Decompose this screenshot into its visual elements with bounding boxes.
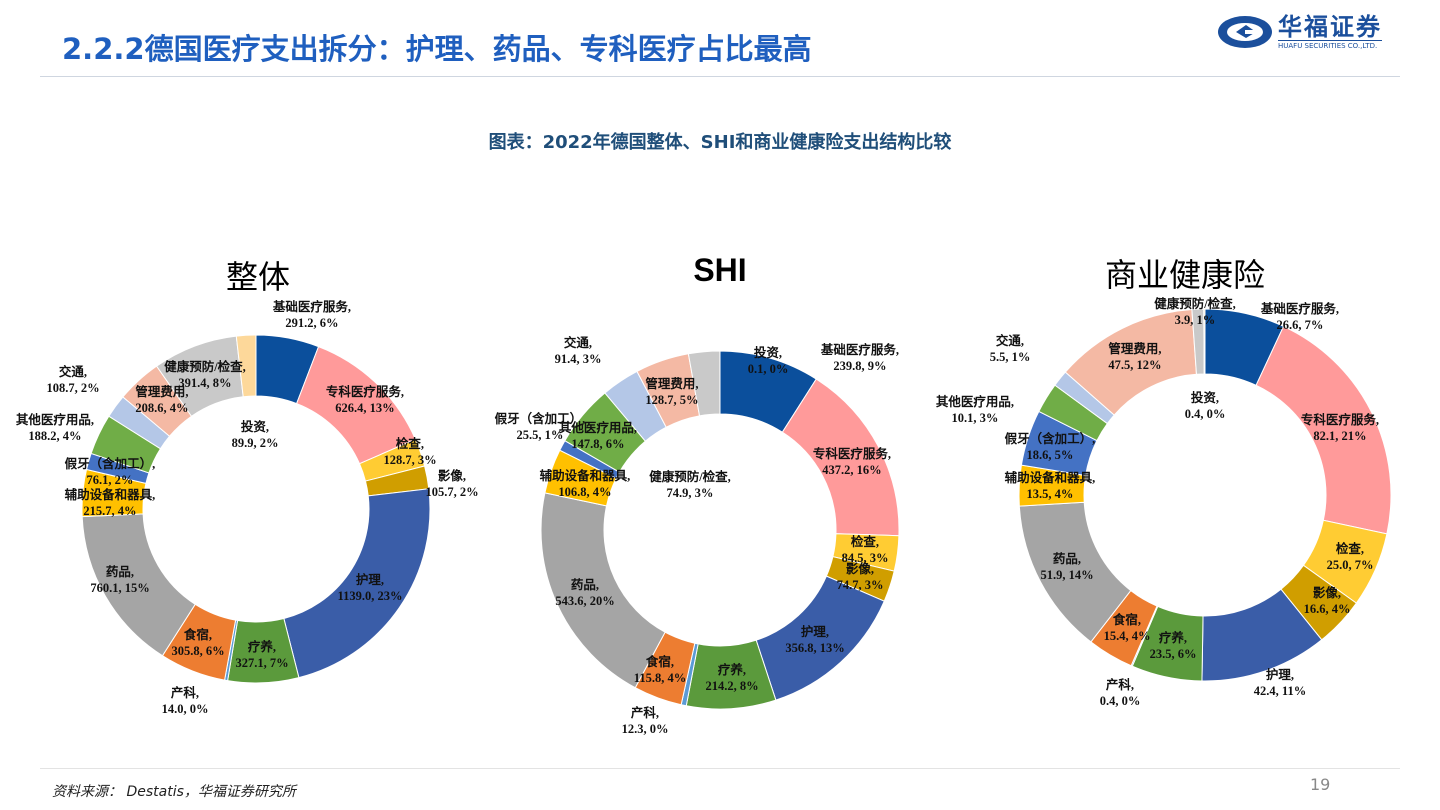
- slide-title: 2.2.2德国医疗支出拆分：护理、药品、专科医疗占比最高: [62, 32, 812, 66]
- donut-slice-2-1: [1255, 325, 1392, 535]
- data-label: 专科医疗服务, 82.1, 21%: [1300, 413, 1380, 443]
- data-label: 疗养, 23.5, 6%: [1149, 631, 1197, 661]
- data-label: 交通, 5.5, 1%: [989, 334, 1031, 364]
- data-label: 影像, 105.7, 2%: [425, 469, 479, 499]
- data-label: 专科医疗服务, 626.4, 13%: [325, 385, 405, 415]
- data-label: 基础医疗服务, 26.6, 7%: [1260, 302, 1340, 332]
- chart-title-overall: 整体: [225, 258, 291, 296]
- data-label: 投资, 0.1, 0%: [747, 346, 789, 376]
- data-label: 疗养, 214.2, 8%: [705, 663, 759, 693]
- data-label: 药品, 543.6, 20%: [555, 578, 615, 608]
- data-label: 管理费用, 128.7, 5%: [645, 377, 699, 407]
- data-label: 交通, 108.7, 2%: [46, 365, 100, 395]
- data-label: 影像, 74.7, 3%: [836, 562, 884, 592]
- data-label: 检查, 128.7, 3%: [383, 437, 437, 467]
- data-label: 护理, 356.8, 13%: [785, 625, 845, 655]
- data-label: 管理费用, 47.5, 12%: [1108, 342, 1162, 372]
- data-label: 交通, 91.4, 3%: [554, 336, 602, 366]
- company-logo: 华福证券 HUAFU SECURITIES CO.,LTD.: [1216, 14, 1382, 50]
- source-note: 资料来源： Destatis，华福证券研究所: [52, 784, 296, 800]
- data-label: 检查, 25.0, 7%: [1326, 542, 1374, 572]
- data-label: 辅助设备和器具, 106.8, 4%: [539, 469, 631, 499]
- data-label: 投资, 0.4, 0%: [1184, 391, 1226, 421]
- data-label: 影像, 16.6, 4%: [1303, 586, 1351, 616]
- data-label: 辅助设备和器具, 13.5, 4%: [1004, 471, 1096, 501]
- data-label: 检查, 84.5, 3%: [841, 535, 889, 565]
- data-label: 辅助设备和器具, 215.7, 4%: [64, 488, 156, 518]
- data-label: 假牙（含加工）, 76.1, 2%: [64, 457, 156, 487]
- data-label: 健康预防/检查, 3.9, 1%: [1154, 297, 1236, 327]
- data-label: 食宿, 305.8, 6%: [171, 628, 225, 658]
- data-label: 其他医疗用品, 188.2, 4%: [15, 413, 95, 443]
- data-label: 产科, 14.0, 0%: [161, 686, 209, 716]
- data-label: 其他医疗用品, 10.1, 3%: [935, 395, 1015, 425]
- data-label: 假牙（含加工）, 25.5, 1%: [494, 412, 586, 442]
- logo-text-cn: 华福证券: [1278, 13, 1382, 41]
- data-label: 食宿, 115.8, 4%: [633, 655, 687, 685]
- chart-title-private: 商业健康险: [1104, 256, 1266, 294]
- data-label: 其他医疗用品, 147.8, 6%: [558, 421, 638, 451]
- data-label: 护理, 42.4, 11%: [1253, 668, 1307, 698]
- data-label: 健康预防/检查, 74.9, 3%: [649, 470, 731, 500]
- data-label: 产科, 12.3, 0%: [621, 706, 669, 736]
- data-label: 食宿, 15.4, 4%: [1103, 613, 1151, 643]
- data-label: 投资, 89.9, 2%: [231, 420, 279, 450]
- header-divider: [40, 76, 1400, 77]
- huafu-logo-icon: [1218, 16, 1272, 48]
- data-label: 产科, 0.4, 0%: [1099, 678, 1141, 708]
- footer-divider: [40, 768, 1400, 769]
- data-label: 护理, 1139.0, 23%: [337, 573, 403, 603]
- data-label: 健康预防/检查, 391.4, 8%: [164, 360, 246, 390]
- donut-slice-2-15: [1203, 308, 1206, 375]
- data-label: 基础医疗服务, 291.2, 6%: [272, 300, 352, 330]
- page-number: 19: [1310, 775, 1331, 794]
- figure-caption: 图表：2022年德国整体、SHI和商业健康险支出结构比较: [488, 132, 952, 153]
- data-label: 假牙（含加工）, 18.6, 5%: [1004, 432, 1096, 462]
- data-label: 药品, 760.1, 15%: [90, 565, 150, 595]
- data-label: 管理费用, 208.6, 4%: [135, 385, 189, 415]
- chart-title-shi: SHI: [693, 252, 747, 288]
- data-label: 疗养, 327.1, 7%: [235, 640, 289, 670]
- donut-slice-0-15: [235, 334, 257, 398]
- logo-text-en: HUAFU SECURITIES CO.,LTD.: [1278, 40, 1382, 50]
- data-label: 专科医疗服务, 437.2, 16%: [812, 447, 892, 477]
- data-label: 基础医疗服务, 239.8, 9%: [820, 343, 900, 373]
- data-label: 药品, 51.9, 14%: [1040, 552, 1094, 582]
